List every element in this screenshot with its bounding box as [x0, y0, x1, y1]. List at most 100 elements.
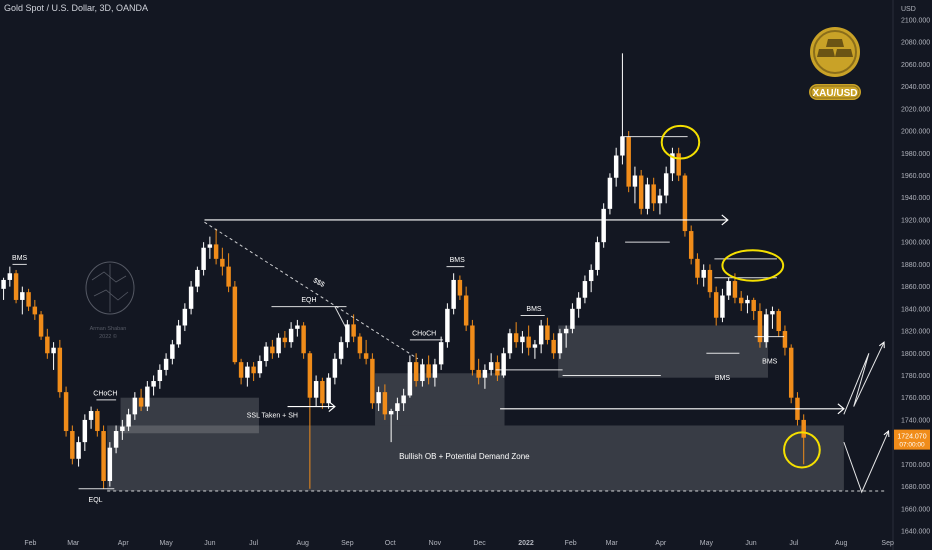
- annotation-label: EQH: [301, 297, 316, 304]
- candle: [745, 295, 750, 314]
- candle: [582, 275, 588, 304]
- candle-body: [70, 431, 75, 459]
- candle-body: [570, 308, 575, 329]
- projection-path-alt: [843, 430, 889, 494]
- candle-body: [670, 153, 675, 174]
- candle-body: [82, 419, 88, 443]
- price-tick-label: 1900.000: [901, 240, 930, 247]
- candle-body: [307, 353, 313, 398]
- time-tick-label: 2022: [518, 540, 534, 547]
- candle-body: [270, 346, 275, 354]
- candle-body: [432, 364, 438, 378]
- candle: [288, 322, 294, 348]
- candle: [7, 266, 13, 287]
- candle-body: [376, 392, 381, 404]
- candle-body: [488, 362, 494, 370]
- candle: [26, 288, 31, 312]
- candle-body: [701, 269, 706, 278]
- candle-body: [726, 281, 731, 296]
- candle: [20, 286, 25, 315]
- price-tick-label: 1980.000: [901, 151, 930, 158]
- candle: [313, 375, 319, 407]
- projection-arrow-head: [879, 341, 885, 349]
- candle-body: [26, 292, 31, 307]
- candle: [538, 319, 544, 354]
- candle: [232, 281, 238, 365]
- candle: [407, 355, 413, 398]
- candle: [151, 375, 156, 396]
- candle: [551, 333, 556, 359]
- candle-body: [613, 155, 619, 178]
- candle-body: [170, 344, 175, 359]
- candle-body: [176, 325, 181, 345]
- chart-title: Gold Spot / U.S. Dollar, 3D, OANDA: [4, 3, 149, 13]
- candle: [501, 347, 506, 378]
- candle-body: [495, 362, 500, 376]
- candle-body: [551, 339, 556, 354]
- price-tick-label: 1920.000: [901, 217, 930, 224]
- candle-body: [207, 244, 213, 248]
- price-tick-label: 1820.000: [901, 329, 930, 336]
- candle-body: [382, 392, 388, 415]
- candle: [445, 303, 450, 348]
- candle: [395, 397, 400, 420]
- candle-body: [370, 358, 375, 404]
- candle-body: [732, 281, 738, 298]
- candle-body: [663, 173, 669, 196]
- candle: [382, 384, 388, 420]
- candle-body: [438, 342, 444, 365]
- candle: [588, 264, 594, 293]
- price-tick-label: 2000.000: [901, 129, 930, 136]
- candle-body: [113, 431, 119, 448]
- candle-body: [345, 324, 350, 343]
- candle-body: [326, 377, 331, 404]
- candle: [751, 297, 756, 320]
- gold-bars-icon: [817, 39, 853, 57]
- candle-body: [788, 347, 794, 398]
- candle: [332, 353, 338, 385]
- candle-body: [720, 295, 725, 318]
- candle: [201, 242, 206, 276]
- candle: [245, 362, 250, 387]
- candle: [757, 303, 763, 348]
- annotation-label: BMS: [526, 306, 542, 313]
- candle: [645, 177, 650, 215]
- candle: [432, 358, 438, 387]
- candle: [420, 358, 425, 387]
- candle-body: [420, 364, 425, 382]
- order-block-zone: [375, 373, 505, 426]
- time-tick-label: Sep: [881, 540, 894, 547]
- candle: [320, 377, 325, 409]
- time-tick-label: Nov: [429, 540, 442, 547]
- candle: [363, 339, 369, 365]
- candle-body: [182, 308, 188, 326]
- candle: [295, 319, 300, 337]
- candle-body: [95, 411, 100, 432]
- candle-body: [676, 153, 681, 176]
- candle: [326, 373, 331, 409]
- candle: [676, 147, 681, 182]
- candle-body: [76, 442, 81, 459]
- candle: [788, 344, 794, 404]
- candle: [1, 277, 6, 300]
- time-tick-label: May: [159, 540, 173, 547]
- candle: [226, 253, 231, 293]
- candle: [495, 355, 500, 382]
- arrow-head: [328, 401, 336, 413]
- candle: [763, 308, 769, 348]
- time-tick-label: Feb: [565, 540, 577, 547]
- price-tick-label: 1840.000: [901, 306, 930, 313]
- candle: [195, 266, 200, 293]
- price-tick-label: 2060.000: [901, 62, 930, 69]
- candle: [170, 339, 175, 365]
- candle-body: [413, 362, 419, 382]
- candle: [470, 319, 475, 376]
- candle-body: [638, 175, 644, 209]
- dashed-line: [204, 221, 419, 360]
- candle: [76, 436, 81, 467]
- candle-body: [51, 347, 56, 354]
- candle-body: [563, 328, 569, 334]
- candle-body: [751, 299, 756, 312]
